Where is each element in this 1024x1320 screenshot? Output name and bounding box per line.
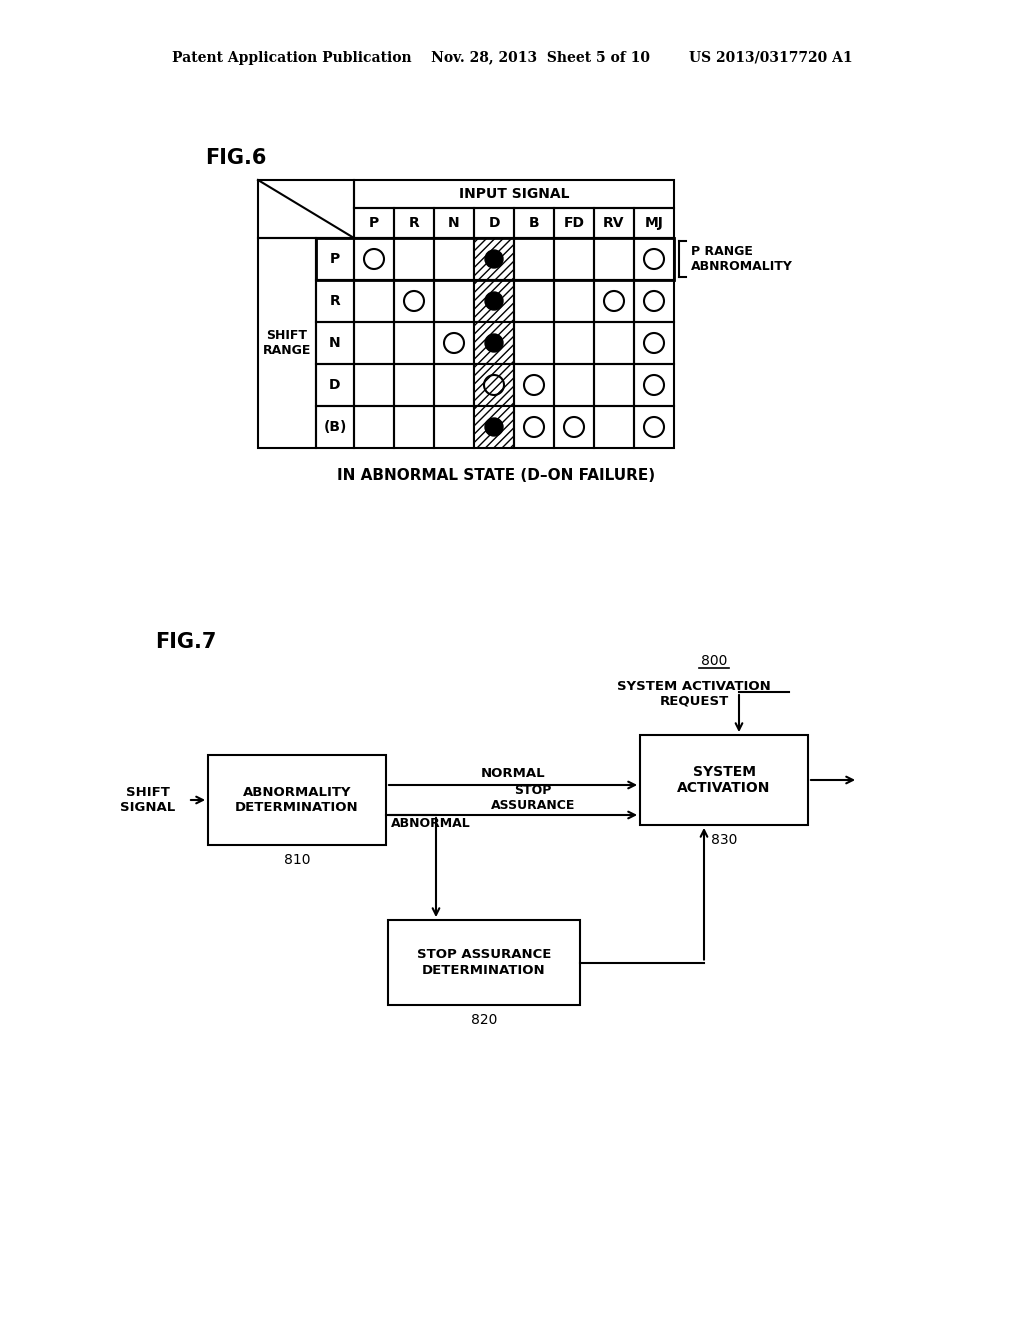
Bar [208, 755, 386, 845]
Text: 810: 810 [284, 853, 310, 867]
Bar [634, 322, 674, 364]
Bar [354, 238, 394, 280]
Text: R: R [330, 294, 340, 308]
Bar [316, 280, 354, 322]
Text: 830: 830 [711, 833, 737, 847]
Bar [316, 407, 354, 447]
Text: D: D [330, 378, 341, 392]
Text: STOP ASSURANCE
DETERMINATION: STOP ASSURANCE DETERMINATION [417, 949, 551, 977]
Bar [594, 280, 634, 322]
Text: 820: 820 [471, 1012, 498, 1027]
Bar [316, 238, 674, 280]
Text: ABNORMAL: ABNORMAL [391, 817, 471, 830]
Circle shape [485, 249, 503, 268]
Text: N: N [329, 337, 341, 350]
Bar [634, 238, 674, 280]
Bar [474, 322, 514, 364]
Bar [594, 209, 634, 238]
Bar [474, 364, 514, 407]
Bar [354, 180, 674, 209]
Bar [474, 280, 514, 322]
Bar [394, 364, 434, 407]
Text: FIG.7: FIG.7 [155, 632, 216, 652]
Text: SHIFT
SIGNAL: SHIFT SIGNAL [121, 785, 176, 814]
Bar [434, 407, 474, 447]
Text: N: N [449, 216, 460, 230]
Bar [316, 322, 354, 364]
Text: MJ: MJ [644, 216, 664, 230]
Bar [258, 180, 354, 238]
Bar [634, 364, 674, 407]
Bar [474, 238, 514, 280]
Text: NORMAL: NORMAL [480, 767, 546, 780]
Text: P: P [330, 252, 340, 267]
Bar [640, 735, 808, 825]
Bar [258, 238, 316, 447]
Bar [594, 407, 634, 447]
Text: ABNORMALITY
DETERMINATION: ABNORMALITY DETERMINATION [236, 785, 358, 814]
Bar [434, 364, 474, 407]
Bar [394, 280, 434, 322]
Text: (B): (B) [324, 420, 347, 434]
Text: INPUT SIGNAL: INPUT SIGNAL [459, 187, 569, 201]
Text: P RANGE
ABNROMALITY: P RANGE ABNROMALITY [691, 246, 793, 273]
Bar [594, 364, 634, 407]
Bar [554, 238, 594, 280]
Text: RV: RV [603, 216, 625, 230]
Bar [434, 322, 474, 364]
Bar [394, 322, 434, 364]
Text: R: R [409, 216, 420, 230]
Circle shape [485, 418, 503, 436]
Bar [316, 238, 354, 280]
Text: SYSTEM
ACTIVATION: SYSTEM ACTIVATION [677, 764, 771, 795]
Bar [554, 322, 594, 364]
Text: 800: 800 [700, 653, 727, 668]
Text: D: D [488, 216, 500, 230]
Circle shape [485, 292, 503, 310]
Text: FD: FD [563, 216, 585, 230]
Bar [554, 364, 594, 407]
Bar [514, 322, 554, 364]
Bar [394, 209, 434, 238]
Bar [474, 209, 514, 238]
Bar [594, 322, 634, 364]
Bar [354, 280, 394, 322]
Text: P: P [369, 216, 379, 230]
Bar [634, 280, 674, 322]
Bar [354, 322, 394, 364]
Bar [354, 209, 394, 238]
Text: STOP
ASSURANCE: STOP ASSURANCE [490, 784, 575, 812]
Bar [316, 364, 354, 407]
Text: IN ABNORMAL STATE (D–ON FAILURE): IN ABNORMAL STATE (D–ON FAILURE) [337, 469, 655, 483]
Bar [594, 238, 634, 280]
Bar [634, 407, 674, 447]
Bar [554, 209, 594, 238]
Bar [434, 209, 474, 238]
Text: SHIFT
RANGE: SHIFT RANGE [263, 329, 311, 356]
Bar [514, 407, 554, 447]
Bar [474, 407, 514, 447]
Bar [514, 238, 554, 280]
Bar [554, 407, 594, 447]
Bar [354, 364, 394, 407]
Bar [514, 280, 554, 322]
Text: SYSTEM ACTIVATION
REQUEST: SYSTEM ACTIVATION REQUEST [617, 680, 771, 708]
Bar [354, 407, 394, 447]
Bar [394, 238, 434, 280]
Bar [434, 280, 474, 322]
Bar [388, 920, 580, 1005]
Text: B: B [528, 216, 540, 230]
Bar [394, 407, 434, 447]
Text: Patent Application Publication    Nov. 28, 2013  Sheet 5 of 10        US 2013/03: Patent Application Publication Nov. 28, … [172, 51, 852, 65]
Bar [434, 238, 474, 280]
Bar [634, 209, 674, 238]
Bar [554, 280, 594, 322]
Bar [514, 209, 554, 238]
Text: FIG.6: FIG.6 [205, 148, 266, 168]
Circle shape [485, 334, 503, 352]
Bar [514, 364, 554, 407]
